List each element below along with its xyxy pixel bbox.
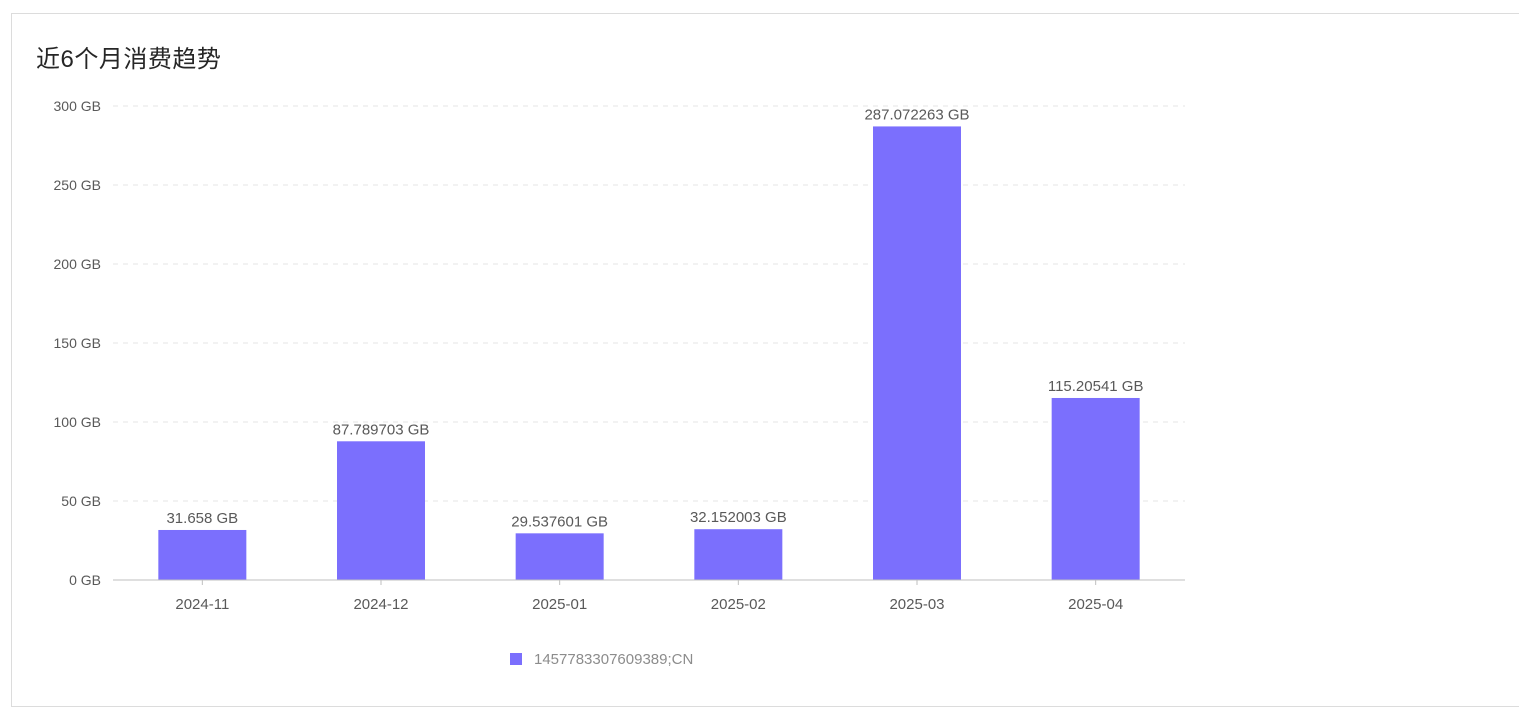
y-tick-label: 100 GB	[54, 414, 101, 430]
bar-value-label: 115.20541 GB	[1048, 378, 1144, 395]
legend-label[interactable]: 1457783307609389;CN	[534, 651, 693, 668]
bar[interactable]	[337, 441, 425, 580]
x-tick-label: 2025-04	[1068, 596, 1123, 613]
legend[interactable]: 1457783307609389;CN	[510, 651, 693, 668]
y-tick-label: 150 GB	[54, 335, 101, 351]
bar-value-label: 31.658 GB	[166, 510, 238, 527]
x-axis: 2024-11 2024-12 2025-01 2025-02 2025-03 2025-…	[113, 579, 1185, 613]
x-tick-label: 2025-01	[532, 596, 587, 613]
y-tick-label: 200 GB	[54, 256, 101, 272]
grid-lines	[113, 105, 1185, 502]
x-tick-label: 2025-03	[889, 596, 944, 613]
bar-value-label: 32.152003 GB	[690, 509, 787, 526]
bar-value-label: 29.537601 GB	[511, 513, 608, 530]
legend-marker[interactable]	[510, 653, 522, 665]
x-tick-label: 2024-12	[353, 596, 408, 613]
bar[interactable]	[873, 126, 961, 580]
y-tick-label: 0 GB	[69, 572, 101, 588]
bar[interactable]	[515, 533, 604, 580]
bars: 31.658 GB 87.789703 GB 29.537601 GB 32.1520…	[158, 106, 1143, 580]
x-tick-label: 2025-02	[711, 596, 766, 613]
y-tick-label: 250 GB	[54, 177, 101, 193]
bar-value-label: 87.789703 GB	[333, 421, 430, 438]
y-tick-label: 300 GB	[54, 98, 101, 114]
bar-value-label: 287.072263 GB	[864, 106, 969, 123]
y-axis: 0 GB 50 GB 100 GB 150 GB 200 GB 250 GB 300 GB	[54, 98, 101, 588]
bar[interactable]	[158, 529, 247, 580]
chart-card: 近6个月消费趋势	[11, 13, 1519, 707]
bar[interactable]	[1051, 397, 1140, 580]
chart-title: 近6个月消费趋势	[36, 46, 222, 73]
x-tick-label: 2024-11	[175, 596, 229, 613]
y-tick-label: 50 GB	[61, 493, 101, 509]
bar[interactable]	[694, 529, 783, 580]
